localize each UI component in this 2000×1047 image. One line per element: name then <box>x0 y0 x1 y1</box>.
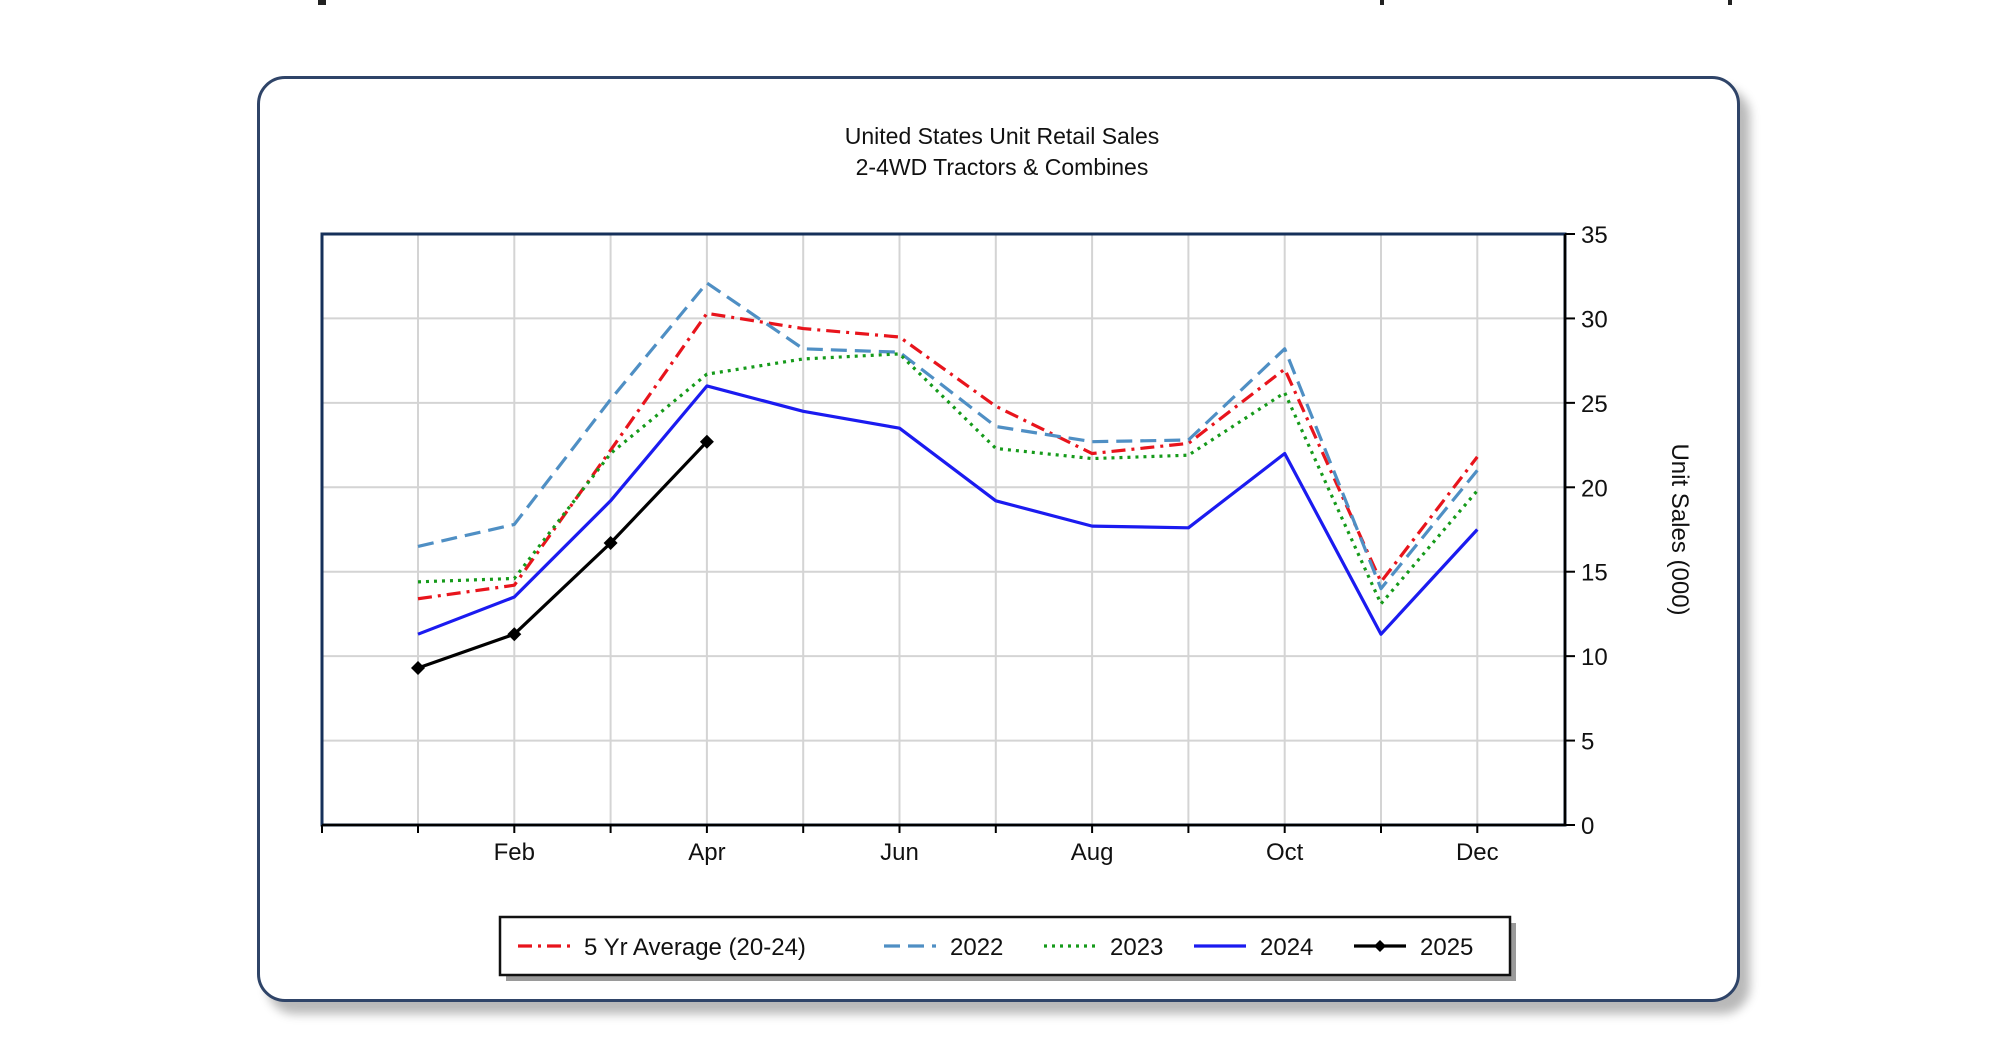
legend-label: 2024 <box>1260 934 1313 961</box>
data-point-marker <box>603 536 618 551</box>
y-tick-label: 10 <box>1581 644 1608 671</box>
plot-area-frame <box>320 232 1567 827</box>
series-line-2023 <box>417 352 1479 606</box>
y-tick-label: 15 <box>1581 560 1608 587</box>
x-axis-ticks: Feb Apr Jun Aug Oct Dec <box>321 825 1499 866</box>
x-tick-label: Apr <box>688 839 725 866</box>
line-chart: United States Unit Retail Sales 2-4WD Tr… <box>320 123 1693 981</box>
x-tick-label: Feb <box>494 839 535 866</box>
y-tick-label: 30 <box>1581 306 1608 333</box>
legend: 5 Yr Average (20-24) 2022 2023 2024 2025 <box>498 915 1516 981</box>
chart-subtitle: 2-4WD Tractors & Combines <box>856 154 1149 180</box>
legend-label: 2023 <box>1110 934 1163 961</box>
series-line-5-yr-average-20-24- <box>417 311 1479 601</box>
y-tick-label: 25 <box>1581 391 1608 418</box>
cropped-top-text-fragment <box>0 0 2000 8</box>
y-tick-label: 0 <box>1581 813 1594 840</box>
legend-label: 2022 <box>950 934 1003 961</box>
series-line-2022 <box>417 281 1479 591</box>
x-tick-label: Dec <box>1456 839 1499 866</box>
x-tick-label: Oct <box>1266 839 1304 866</box>
chart-title: United States Unit Retail Sales <box>845 123 1160 149</box>
y-axis-label: Unit Sales (000) <box>1666 443 1693 615</box>
series-line-2024 <box>417 384 1479 636</box>
legend-label: 2025 <box>1420 934 1473 961</box>
y-axis-ticks: 0 5 10 15 20 25 30 35 <box>1565 222 1608 840</box>
x-tick-label: Aug <box>1071 839 1114 866</box>
legend-label: 5 Yr Average (20-24) <box>584 934 806 961</box>
series-lines <box>411 281 1479 675</box>
y-tick-label: 35 <box>1581 222 1608 249</box>
chart-card: United States Unit Retail Sales 2-4WD Tr… <box>257 76 1740 1002</box>
x-tick-label: Jun <box>880 839 919 866</box>
data-point-marker <box>507 627 522 642</box>
legend-marker <box>1374 940 1386 952</box>
data-point-marker <box>411 660 425 675</box>
y-tick-label: 5 <box>1581 729 1594 756</box>
grid <box>322 234 1565 825</box>
series-line-2025 <box>417 440 709 670</box>
y-tick-label: 20 <box>1581 475 1608 502</box>
data-point-marker <box>699 434 714 449</box>
